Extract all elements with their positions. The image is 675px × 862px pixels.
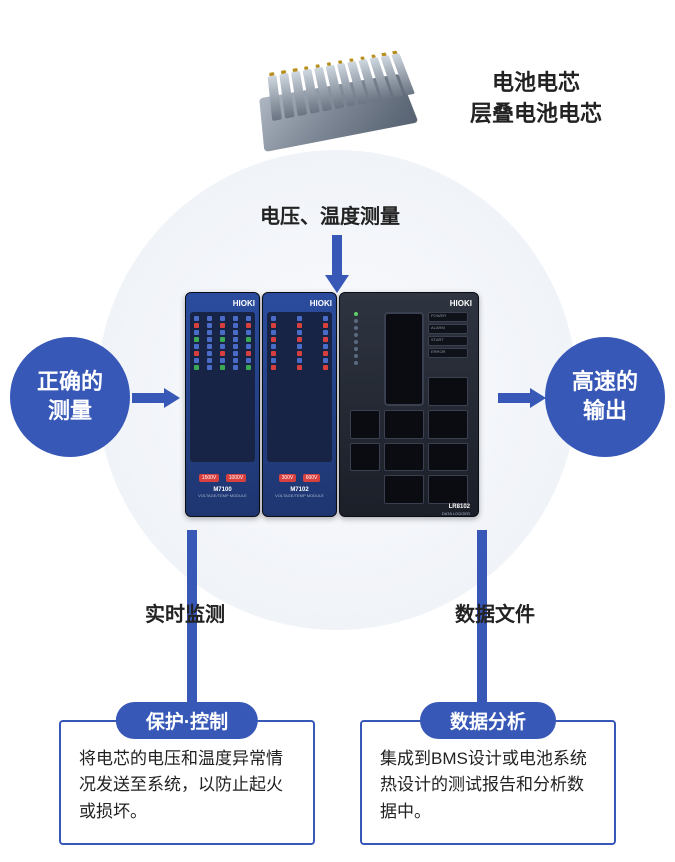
voltage-badge: 600V [303,474,321,482]
box-body: 将电芯的电压和温度异常情况发送至系统，以防止起火或损坏。 [61,722,313,843]
port [428,377,468,406]
port [350,443,380,472]
port [428,475,468,504]
right-feature-circle: 高速的 输出 [545,337,665,457]
device-brand: HIOKI [346,299,472,308]
indicator: ALARM [428,324,468,334]
indicator-column: POWER ALARM START ERROR [428,312,468,373]
device-subtitle: DATA LOGGER [442,511,470,516]
indicator: START [428,336,468,346]
protection-control-box: 保护·控制 将电芯的电压和温度异常情况发送至系统，以防止起火或损坏。 [59,720,315,845]
device-subtitle: VOLTAGE/TEMP MODULE [190,493,255,498]
device-panel [190,312,255,462]
led-column [350,312,380,406]
main-port [384,312,424,406]
battery-label-line2: 层叠电池电芯 [470,99,602,130]
battery-label: 电池电芯 层叠电池电芯 [470,68,602,130]
arrow-down-icon [325,235,349,293]
port [428,443,468,472]
battery-pack-image [242,20,432,160]
device-module-2: HIOKI 300V 600V M7102 VOLTAGE/TEMP MODUL… [262,292,337,517]
left-feature-line1: 正确的 [37,368,103,397]
device-module-1: HIOKI 1500V 1000V M7100 VOLTAGE/TEMP MOD… [185,292,260,517]
left-feature-line2: 测量 [37,397,103,426]
realtime-monitoring-label: 实时监测 [145,598,225,627]
right-feature-line1: 高速的 [572,368,638,397]
box-header: 保护·控制 [116,702,258,739]
device-model: LR8102 [449,504,470,510]
measurement-label: 电压、温度测量 [260,200,400,229]
voltage-badge: 1500V [199,474,219,482]
device-panel [267,312,332,462]
port [384,410,424,439]
battery-label-line1: 电池电芯 [470,68,602,99]
port [428,410,468,439]
device-group: HIOKI 1500V 1000V M7100 VOLTAGE/TEMP MOD… [185,292,485,517]
arrow-right-icon [132,388,180,408]
data-file-label: 数据文件 [455,598,535,627]
data-analysis-box: 数据分析 集成到BMS设计或电池系统热设计的测试报告和分析数据中。 [360,720,616,845]
device-brand: HIOKI [190,299,255,308]
device-subtitle: VOLTAGE/TEMP MODULE [267,493,332,498]
device-logger: HIOKI POWER ALARM START ERROR LR8102 [339,292,479,517]
device-brand: HIOKI [267,299,332,308]
arrow-right-icon [498,388,546,408]
port [384,443,424,472]
indicator: ERROR [428,348,468,358]
voltage-badge: 1000V [226,474,246,482]
right-feature-line2: 输出 [572,397,638,426]
port [350,410,380,439]
box-body: 集成到BMS设计或电池系统热设计的测试报告和分析数据中。 [362,722,614,843]
port [384,475,424,504]
box-header: 数据分析 [420,702,556,739]
left-feature-circle: 正确的 测量 [10,337,130,457]
indicator: POWER [428,312,468,322]
voltage-badge: 300V [279,474,297,482]
